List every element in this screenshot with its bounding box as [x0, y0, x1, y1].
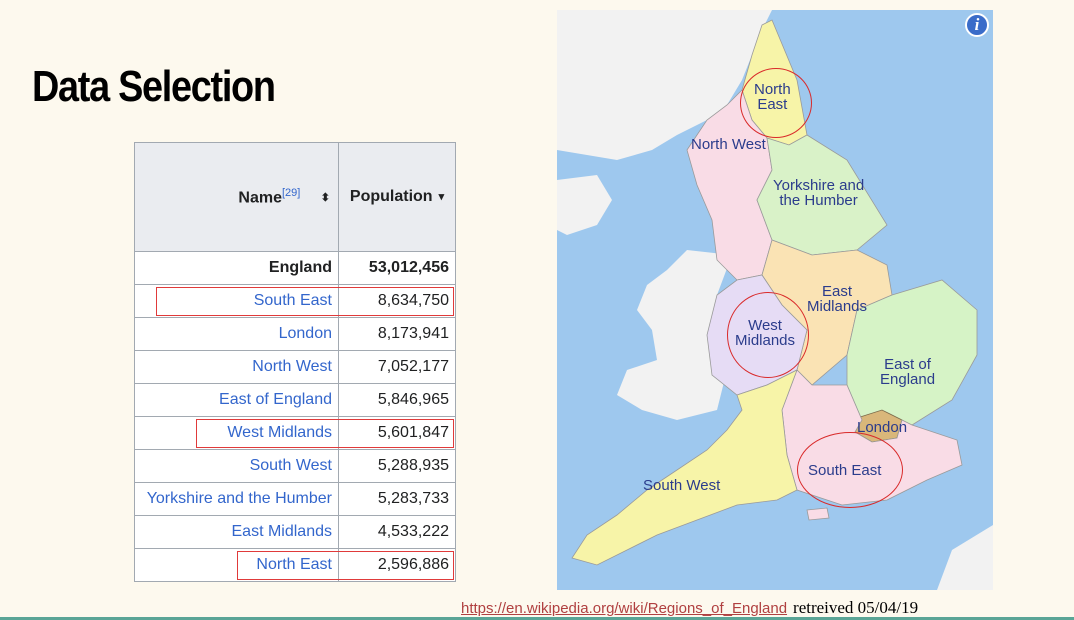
- region-name: England: [134, 251, 339, 285]
- scotland-land: [557, 10, 772, 160]
- retrieved-date: retreived 05/04/19: [793, 598, 919, 617]
- region-population: 4,533,222: [338, 515, 456, 549]
- region-link-london[interactable]: London: [134, 317, 339, 351]
- population-column-header[interactable]: Population ▾: [338, 142, 456, 252]
- region-population: 5,846,965: [338, 383, 456, 417]
- ireland-land: [557, 175, 612, 235]
- table-row: South West 5,288,935: [134, 449, 456, 483]
- wales-land: [617, 250, 732, 420]
- reference-link[interactable]: [29]: [281, 186, 301, 199]
- region-east-of-england: [846, 279, 978, 426]
- map-label-line: Yorkshire and: [773, 177, 865, 194]
- region-population: 8,634,750: [338, 284, 456, 318]
- name-column-header[interactable]: Name[29] ⬍: [134, 142, 339, 252]
- region-link-north-east[interactable]: North East: [134, 548, 339, 582]
- table-row: West Midlands 5,601,847: [134, 416, 456, 450]
- table-row: East of England 5,846,965: [134, 383, 456, 417]
- region-link-north-west[interactable]: North West: [134, 350, 339, 384]
- sort-descending-icon[interactable]: ▾: [438, 191, 445, 204]
- map-label-north-west[interactable]: North West: [691, 136, 766, 153]
- table-row: London 8,173,941: [134, 317, 456, 351]
- source-citation: https://en.wikipedia.org/wiki/Regions_of…: [461, 598, 918, 618]
- region-link-south-west[interactable]: South West: [134, 449, 339, 483]
- info-icon[interactable]: i: [965, 13, 989, 37]
- region-south-west: [571, 369, 798, 566]
- map-label-line: East of: [884, 356, 931, 373]
- table-row: East Midlands 4,533,222: [134, 515, 456, 549]
- map-label-line: England: [880, 371, 936, 388]
- slide-title: Data Selection: [32, 62, 276, 111]
- region-link-south-east[interactable]: South East: [134, 284, 339, 318]
- region-link-east-of-england[interactable]: East of England: [134, 383, 339, 417]
- map-label-east-midlands[interactable]: East Midlands: [807, 284, 867, 314]
- region-population: 5,288,935: [338, 449, 456, 483]
- region-population: 5,601,847: [338, 416, 456, 450]
- map-label-line: East: [822, 283, 853, 300]
- region-population: 53,012,456: [338, 251, 456, 285]
- population-header-label: Population: [349, 188, 433, 205]
- region-population: 8,173,941: [338, 317, 456, 351]
- population-table: Name[29] ⬍ Population ▾ England 53,012,45…: [134, 142, 456, 582]
- map-label-london[interactable]: London: [857, 419, 908, 436]
- map-label-line: the Humber: [779, 192, 858, 209]
- name-header-label: Name: [238, 189, 282, 207]
- region-population: 7,052,177: [338, 350, 456, 384]
- france-land: [937, 525, 993, 590]
- isle-of-wight: [806, 507, 830, 521]
- region-link-west-midlands[interactable]: West Midlands: [134, 416, 339, 450]
- map-label-line: Midlands: [807, 298, 868, 315]
- sort-both-icon[interactable]: ⬍: [320, 192, 330, 205]
- region-population: 2,596,886: [338, 548, 456, 582]
- table-row: South East 8,634,750: [134, 284, 456, 318]
- table-row: North East 2,596,886: [134, 548, 456, 582]
- source-link[interactable]: https://en.wikipedia.org/wiki/Regions_of…: [461, 600, 788, 617]
- map-label-yorkshire[interactable]: Yorkshire and the Humber: [773, 178, 864, 208]
- map-label-south-west[interactable]: South West: [643, 477, 721, 494]
- table-row: Yorkshire and the Humber 5,283,733: [134, 482, 456, 516]
- footer-divider: [0, 617, 1074, 620]
- map-label-east-of-england[interactable]: East of England: [880, 357, 935, 387]
- table-row: North West 7,052,177: [134, 350, 456, 384]
- table-row: England 53,012,456: [134, 251, 456, 285]
- highlight-circle-south-east: [797, 432, 903, 508]
- region-link-yorkshire[interactable]: Yorkshire and the Humber: [134, 482, 339, 516]
- highlight-circle-west-midlands: [727, 292, 809, 378]
- highlight-circle-north-east: [740, 68, 812, 138]
- region-link-east-midlands[interactable]: East Midlands: [134, 515, 339, 549]
- region-population: 5,283,733: [338, 482, 456, 516]
